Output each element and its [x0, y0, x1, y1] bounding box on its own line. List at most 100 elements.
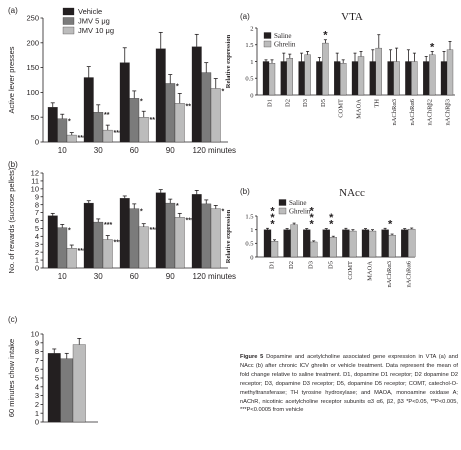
right-a-legend-label: Saline	[274, 32, 292, 40]
left-b-x-tick-label: 10	[58, 272, 67, 281]
right-a-significance: *	[430, 41, 435, 53]
right-b-y-axis-label: Relative expression	[225, 209, 232, 263]
left-c-y-tick-label: 2	[35, 400, 39, 409]
left-a-significance: *	[222, 88, 225, 95]
legend-swatch-2	[62, 26, 75, 35]
left-c-y-tick-label: 4	[35, 382, 39, 391]
left-b-bar-jmv-10-g	[174, 217, 185, 269]
right-a-bar-ghrelin	[446, 49, 454, 96]
right-b-significance: *	[270, 219, 275, 231]
right-a-y-tick-label: 1.5	[245, 42, 253, 49]
left-b-y-tick-label: 5	[35, 224, 39, 233]
left-b-bar-jmv-10-g	[138, 226, 149, 269]
right-b-x-tick-label: D3	[308, 261, 315, 269]
right-b-bar-ghrelin	[329, 237, 337, 258]
right-b-x-tick-label: D5	[327, 261, 334, 269]
right-a-x-tick-label: D1	[267, 99, 274, 107]
right-b-bar-ghrelin	[290, 224, 298, 258]
right-b-legend-swatch	[278, 207, 287, 215]
left-c-bar-jmv-5-g	[60, 358, 74, 423]
right-b-x-tick-label: MAOA	[367, 261, 374, 281]
left-a-y-tick-label: 0	[35, 138, 39, 147]
right-a-bar-saline	[405, 61, 412, 96]
left-a-bar-vehicle	[191, 46, 202, 143]
left-b-x-tick-label: 120 minutes	[192, 272, 236, 281]
left-b-significance: ***	[114, 240, 122, 247]
left-c-bar-jmv-10-g	[72, 344, 86, 423]
right-b-x-tick-label: D1	[269, 261, 276, 269]
left-c-y-tick-label: 5	[35, 374, 39, 383]
left-b-y-tick-label: 6	[35, 216, 39, 225]
right-b-y-tick-label: 1.5	[245, 213, 253, 220]
left-a-panel-label: (a)	[8, 6, 18, 15]
left-a-y-tick-label: 150	[26, 63, 39, 72]
left-a-significance: *	[140, 98, 143, 105]
left-b-bar-jmv-5-g	[57, 227, 68, 269]
right-a-bar-ghrelin	[340, 63, 347, 96]
left-a-bar-jmv-5-g	[165, 83, 176, 143]
left-b-significance: ***	[150, 227, 158, 234]
legend-label: JMV 5 μg	[78, 17, 110, 26]
left-a-bar-jmv-10-g	[138, 117, 149, 143]
right-a-bar-saline	[262, 61, 270, 96]
left-a-x-tick-label: 60	[130, 146, 139, 155]
right-b-significance: *	[388, 219, 393, 231]
left-b-bar-jmv-5-g	[93, 221, 104, 269]
right-a-legend-label: Ghrelin	[274, 41, 296, 49]
left-b-bar-jmv-5-g	[165, 202, 176, 269]
right-b-significance: *	[270, 212, 275, 224]
left-c-bar-vehicle	[47, 353, 61, 423]
right-b-title: NAcc	[339, 187, 365, 199]
left-c-y-tick-label: 8	[35, 347, 39, 356]
right-a-bar-ghrelin	[357, 56, 365, 96]
right-b-significance: *	[310, 212, 315, 224]
left-b-x-tick-label: 30	[94, 272, 103, 281]
left-b-panel-label: (b)	[8, 160, 18, 169]
right-a-y-axis-label: Relative expression	[225, 34, 232, 88]
left-b-bar-jmv-5-g	[129, 208, 140, 269]
right-b-x-tick-label: COMT	[347, 261, 354, 280]
right-a-y-tick-label: 1	[250, 59, 253, 66]
right-b-significance: *	[329, 219, 334, 231]
right-a-x-tick-label: D2	[284, 99, 291, 107]
right-a-bar-saline	[298, 61, 305, 96]
right-b-bar-ghrelin	[388, 234, 396, 258]
left-a-bar-vehicle	[155, 48, 166, 143]
left-b-x-tick-label: 90	[166, 272, 175, 281]
left-b-y-tick-label: 3	[35, 240, 39, 249]
left-c-y-tick-label: 10	[31, 330, 39, 339]
left-b-bar-vehicle	[47, 215, 58, 269]
right-a-x-tick-label: TH	[373, 99, 380, 108]
right-b-bar-saline	[322, 229, 330, 258]
left-b-y-tick-label: 12	[31, 169, 39, 178]
right-b-bar-saline	[361, 229, 370, 258]
left-b-x-tick-label: 60	[130, 272, 139, 281]
left-a-bar-jmv-10-g	[174, 103, 185, 143]
right-a-legend-swatch	[263, 40, 272, 48]
caption-text: Dopamine and acetylcholine associated ge…	[240, 354, 458, 414]
right-a-y-tick-label: 0.5	[245, 76, 253, 83]
right-b-x-tick-label: nAChRα6	[406, 260, 413, 287]
right-b-bar-saline	[303, 229, 311, 258]
right-a-bar-saline	[440, 61, 448, 96]
left-c-y-tick-label: 9	[35, 338, 39, 347]
left-b-significance: ***	[186, 217, 194, 224]
left-b-y-tick-label: 1	[35, 256, 39, 265]
left-b-y-tick-label: 0	[35, 264, 39, 273]
right-a-bar-saline	[334, 61, 341, 96]
right-a-bar-saline	[351, 61, 359, 96]
right-b-bar-saline	[283, 229, 291, 258]
left-b-bar-vehicle	[155, 192, 166, 269]
right-a-bar-saline	[316, 61, 323, 96]
left-b-bar-vehicle	[83, 202, 94, 269]
right-a-x-tick-label: nAChRα3	[391, 99, 398, 126]
left-a-significance: **	[104, 112, 110, 119]
right-b-bar-saline	[401, 229, 409, 258]
left-b-y-tick-label: 11	[31, 177, 39, 186]
left-b-significance: ***	[78, 248, 86, 255]
right-b-y-tick-label: 0	[250, 254, 253, 261]
left-a-bar-jmv-10-g	[66, 134, 77, 143]
left-c-y-tick-label: 1	[35, 409, 39, 418]
right-a-bar-ghrelin	[375, 47, 382, 96]
left-a-significance: *	[176, 83, 179, 90]
